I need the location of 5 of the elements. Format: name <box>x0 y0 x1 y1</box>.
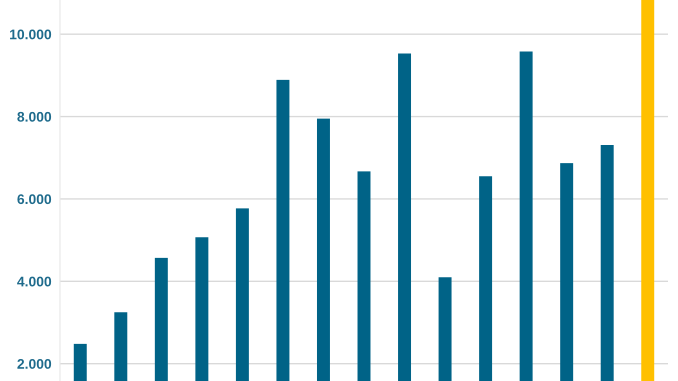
y-tick-label: 6.000 <box>17 194 52 204</box>
y-tick-label: 10.000 <box>10 30 52 40</box>
y-tick-label: 2.000 <box>17 359 52 369</box>
y-tick-label: 4.000 <box>17 276 52 286</box>
y-tick-label: 8.000 <box>17 112 52 122</box>
